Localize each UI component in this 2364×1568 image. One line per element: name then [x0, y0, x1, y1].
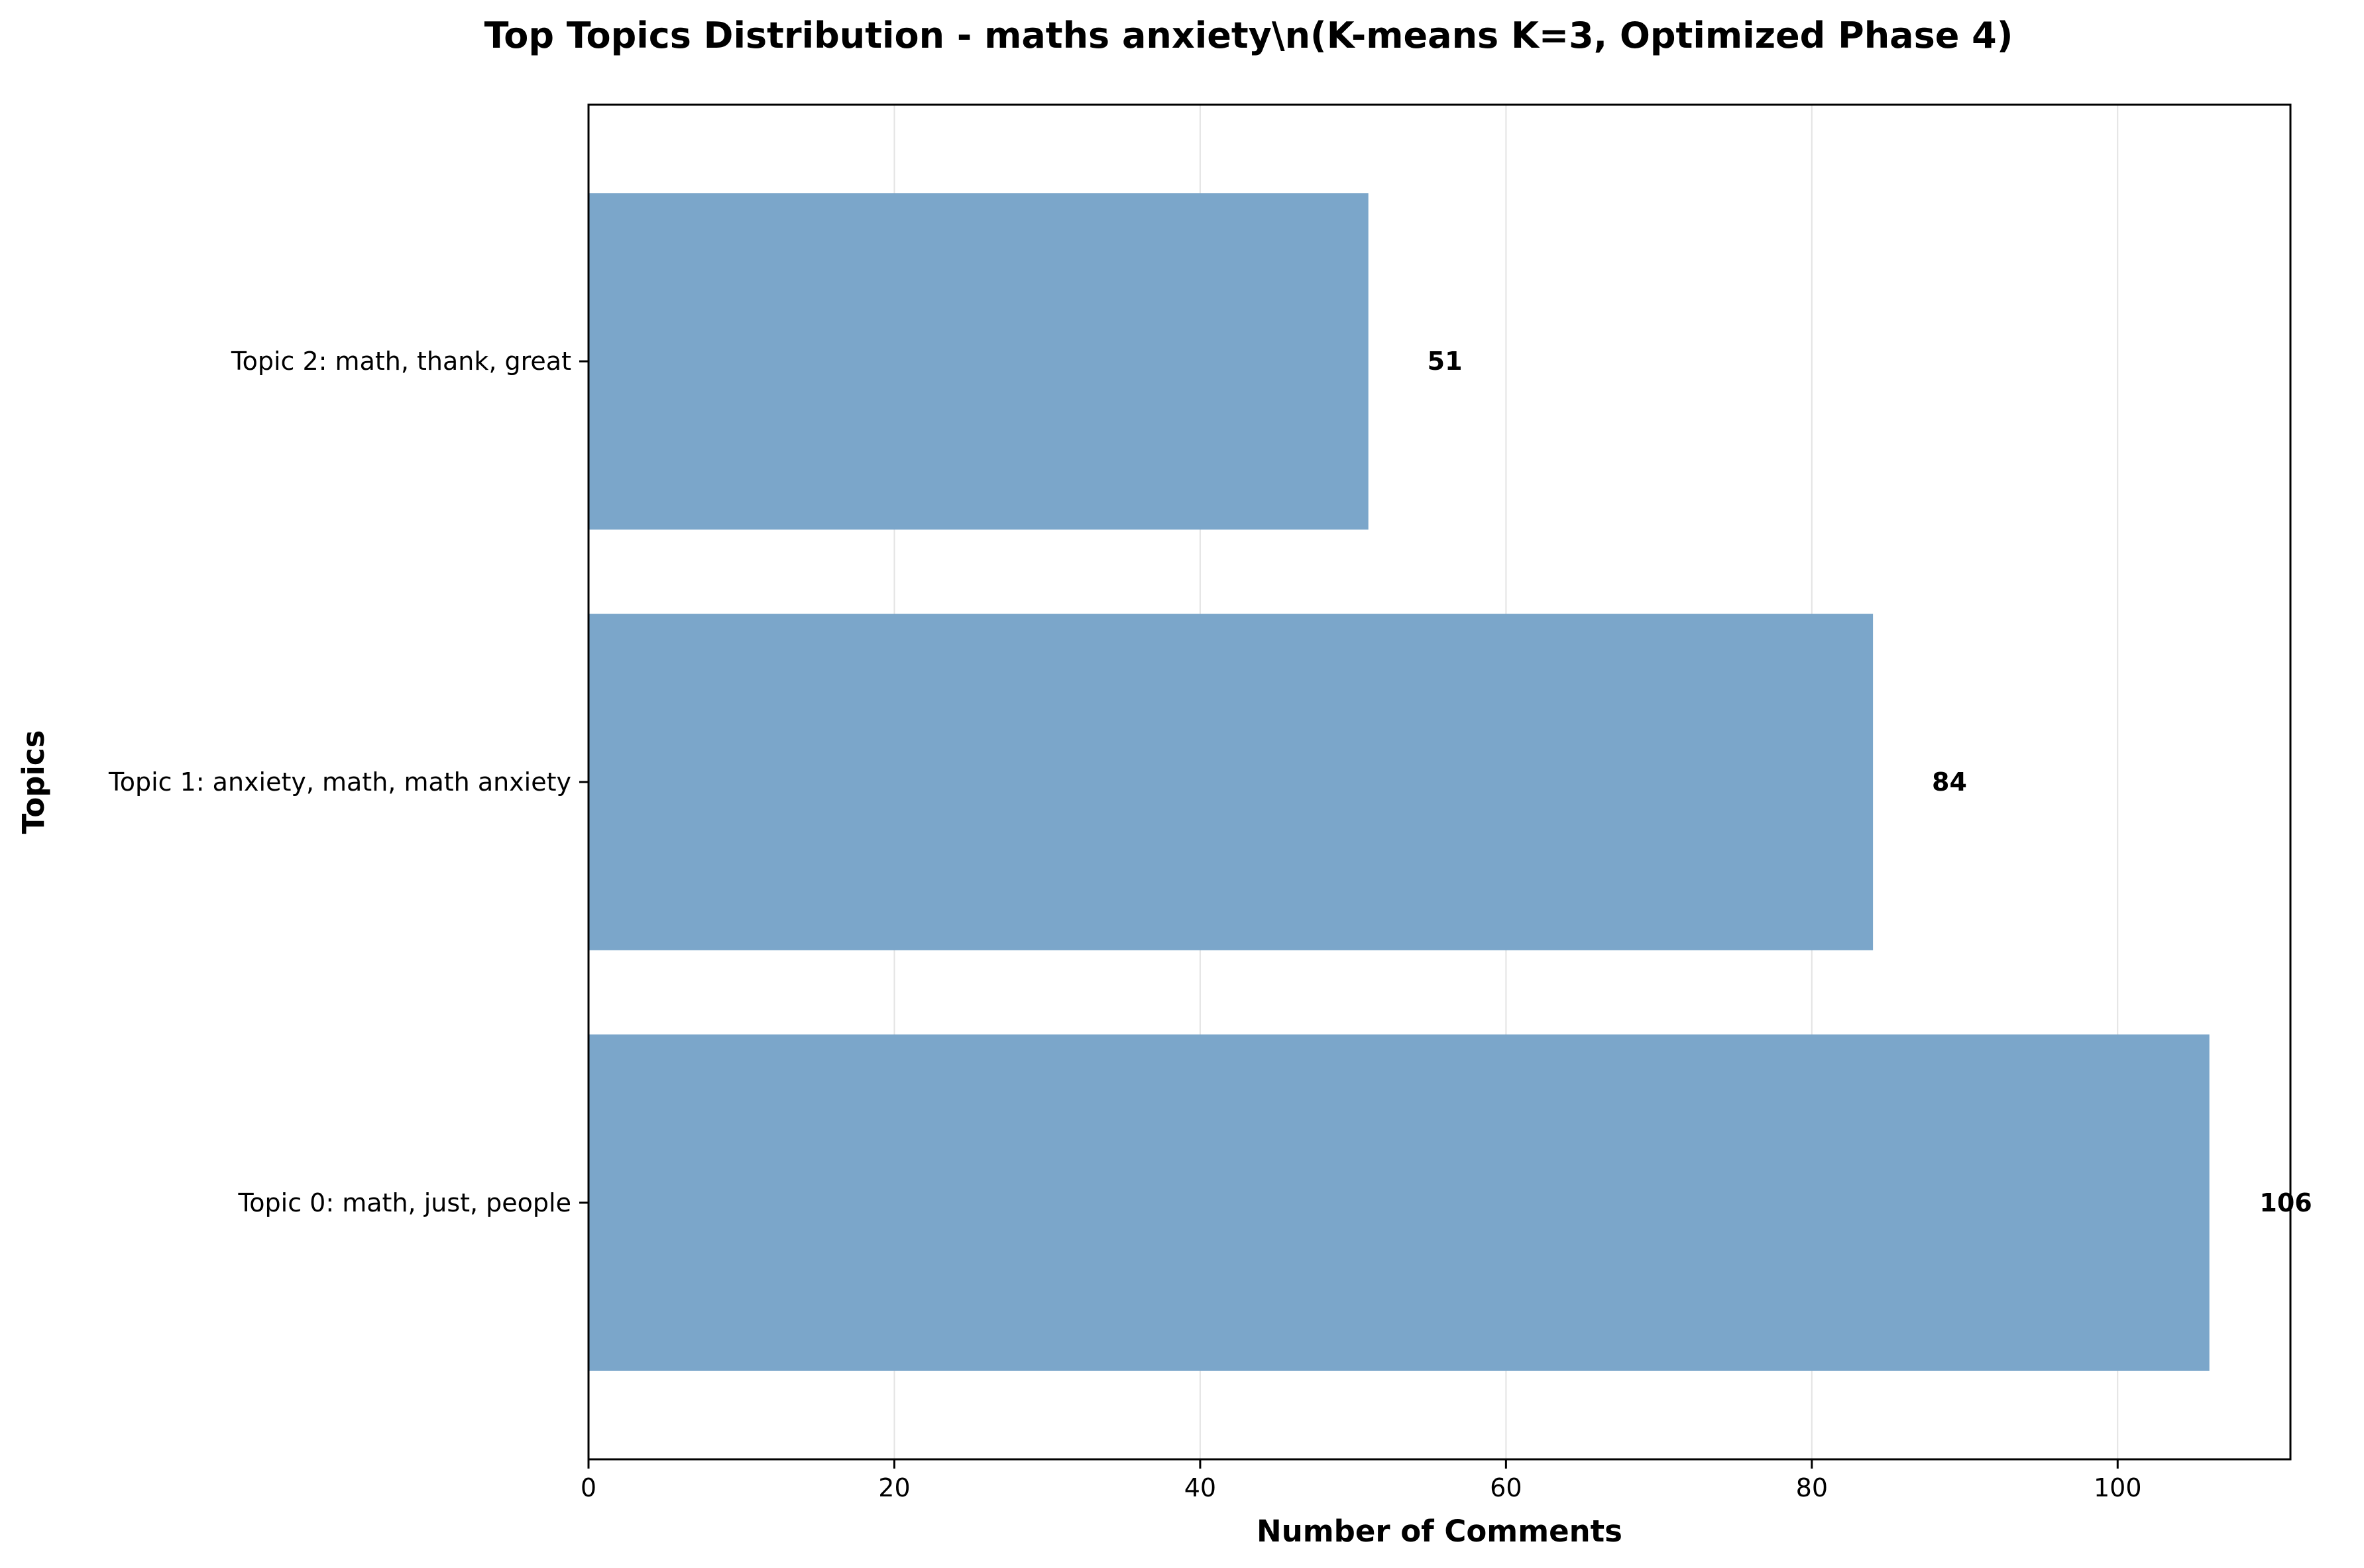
bars: [589, 193, 2210, 1371]
x-tick-label: 60: [1490, 1473, 1522, 1502]
y-tick-label: Topic 1: anxiety, math, math anxiety: [108, 767, 571, 797]
data-labels: 106 84 51: [1428, 347, 2312, 1217]
x-tick-label: 40: [1184, 1473, 1216, 1502]
y-tick-label: Topic 2: math, thank, great: [231, 347, 571, 376]
x-tick-label: 20: [878, 1473, 910, 1502]
axis-ticks: 0 20 40 60 80 100 Topic 0: math, just, people T…: [108, 347, 2142, 1502]
bar-value-label: 51: [1428, 347, 1463, 376]
x-axis-label: Number of Comments: [1257, 1514, 1622, 1549]
y-tick-label: Topic 0: math, just, people: [238, 1188, 571, 1217]
bar: [589, 193, 1369, 530]
bar: [589, 614, 1874, 950]
y-axis-label: Topics: [16, 730, 51, 834]
bar: [589, 1034, 2210, 1371]
chart-title: Top Topics Distribution - maths anxiety\…: [484, 15, 2013, 56]
x-tick-label: 0: [581, 1473, 596, 1502]
x-tick-label: 100: [2094, 1473, 2142, 1502]
bar-value-label: 106: [2259, 1188, 2312, 1217]
x-tick-label: 80: [1796, 1473, 1828, 1502]
bar-value-label: 84: [1932, 767, 1967, 797]
